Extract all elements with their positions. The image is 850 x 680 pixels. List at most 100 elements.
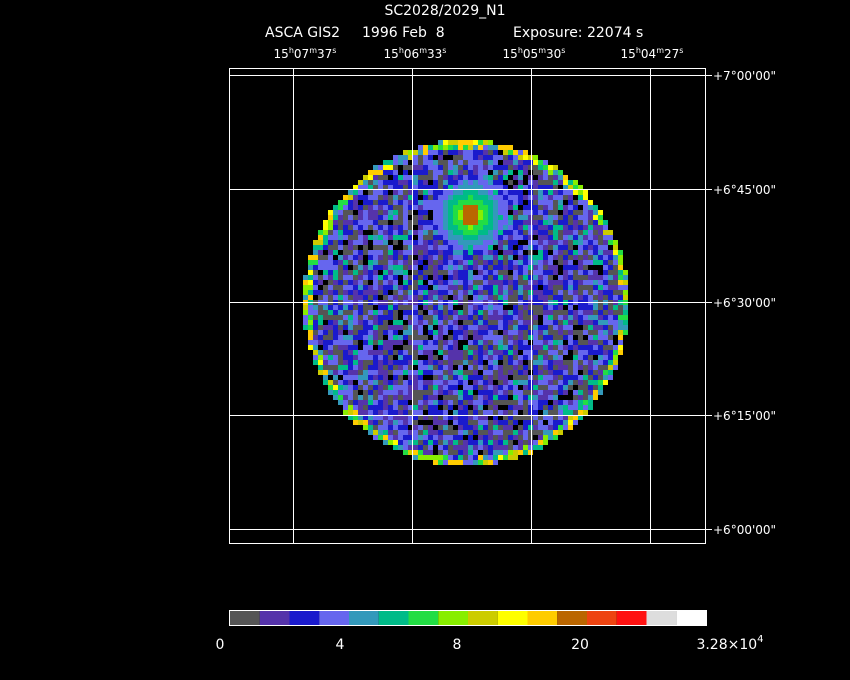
pixel [358, 275, 363, 280]
pixel [403, 200, 408, 205]
pixel [403, 435, 408, 440]
pixel [473, 215, 478, 220]
pixel [428, 145, 433, 150]
pixel [508, 195, 513, 200]
pixel [568, 245, 573, 250]
pixel [518, 440, 523, 445]
pixel [443, 180, 448, 185]
pixel [573, 290, 578, 295]
pixel [543, 160, 548, 165]
pixel [408, 260, 413, 265]
pixel [458, 395, 463, 400]
pixel [523, 390, 528, 395]
pixel [308, 285, 313, 290]
pixel [433, 320, 438, 325]
pixel [383, 405, 388, 410]
pixel [523, 450, 528, 455]
pixel [318, 260, 323, 265]
colorbar-swatch [289, 611, 320, 625]
pixel [578, 360, 583, 365]
pixel [563, 390, 568, 395]
pixel [428, 165, 433, 170]
pixel [448, 290, 453, 295]
pixel [463, 425, 468, 430]
pixel [513, 250, 518, 255]
pixel [593, 225, 598, 230]
exposure: Exposure: 22074 s [513, 25, 643, 41]
pixel [328, 275, 333, 280]
pixel [573, 180, 578, 185]
pixel [303, 310, 308, 315]
colorbar-swatch [259, 611, 290, 625]
pixel [383, 235, 388, 240]
pixel [363, 315, 368, 320]
pixel [438, 280, 443, 285]
pixel [473, 195, 478, 200]
pixel [463, 315, 468, 320]
pixel [503, 315, 508, 320]
pixel [493, 340, 498, 345]
pixel [498, 355, 503, 360]
pixel [493, 415, 498, 420]
pixel [433, 280, 438, 285]
date: 1996 Feb 8 [362, 25, 445, 41]
pixel [553, 285, 558, 290]
pixel [603, 220, 608, 225]
pixel [493, 225, 498, 230]
pixel [573, 360, 578, 365]
pixel [313, 340, 318, 345]
pixel [493, 400, 498, 405]
pixel [493, 195, 498, 200]
pixel [463, 230, 468, 235]
pixel [508, 360, 513, 365]
pixel [488, 340, 493, 345]
pixel [493, 325, 498, 330]
pixel [583, 305, 588, 310]
pixel [458, 420, 463, 425]
pixel [343, 320, 348, 325]
pixel [353, 225, 358, 230]
pixel [363, 325, 368, 330]
image-pixels [303, 140, 628, 465]
pixel [403, 295, 408, 300]
pixel [598, 230, 603, 235]
pixel [473, 370, 478, 375]
pixel [363, 240, 368, 245]
pixel [508, 170, 513, 175]
pixel [363, 365, 368, 370]
pixel [368, 170, 373, 175]
pixel [553, 395, 558, 400]
pixel [493, 285, 498, 290]
pixel [508, 160, 513, 165]
pixel [408, 450, 413, 455]
pixel [433, 165, 438, 170]
pixel [423, 235, 428, 240]
pixel [373, 335, 378, 340]
pixel [478, 405, 483, 410]
pixel [538, 430, 543, 435]
pixel [513, 410, 518, 415]
pixel [608, 335, 613, 340]
pixel [543, 290, 548, 295]
pixel [443, 450, 448, 455]
pixel [513, 390, 518, 395]
pixel [553, 195, 558, 200]
pixel [373, 170, 378, 175]
pixel [428, 240, 433, 245]
pixel [538, 175, 543, 180]
pixel [458, 170, 463, 175]
dec-label: +6°15'00" [713, 409, 776, 423]
pixel [303, 285, 308, 290]
pixel [523, 330, 528, 335]
pixel [513, 190, 518, 195]
pixel [443, 380, 448, 385]
pixel [348, 335, 353, 340]
pixel [373, 390, 378, 395]
pixel [463, 405, 468, 410]
pixel [538, 345, 543, 350]
pixel [363, 310, 368, 315]
pixel [498, 385, 503, 390]
pixel [513, 310, 518, 315]
pixel [428, 280, 433, 285]
pixel [418, 165, 423, 170]
